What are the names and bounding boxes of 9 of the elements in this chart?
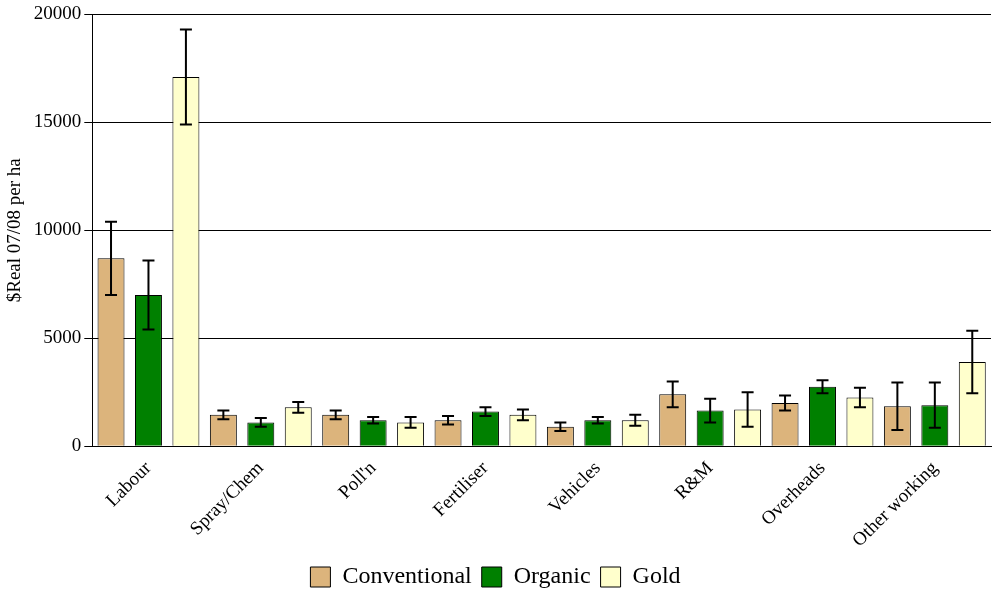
legend-label: Conventional (342, 562, 473, 589)
y-tick-label: 15000 (33, 110, 82, 132)
y-tick-label: 0 (71, 434, 82, 456)
legend-label: Gold (632, 562, 681, 589)
y-tick-label: 10000 (33, 218, 82, 240)
y-axis-title: $Real 07/08 per ha (3, 157, 25, 303)
y-tick-label: 20000 (33, 2, 82, 24)
legend-label: Organic (513, 562, 591, 589)
y-tick-label: 5000 (43, 326, 82, 348)
